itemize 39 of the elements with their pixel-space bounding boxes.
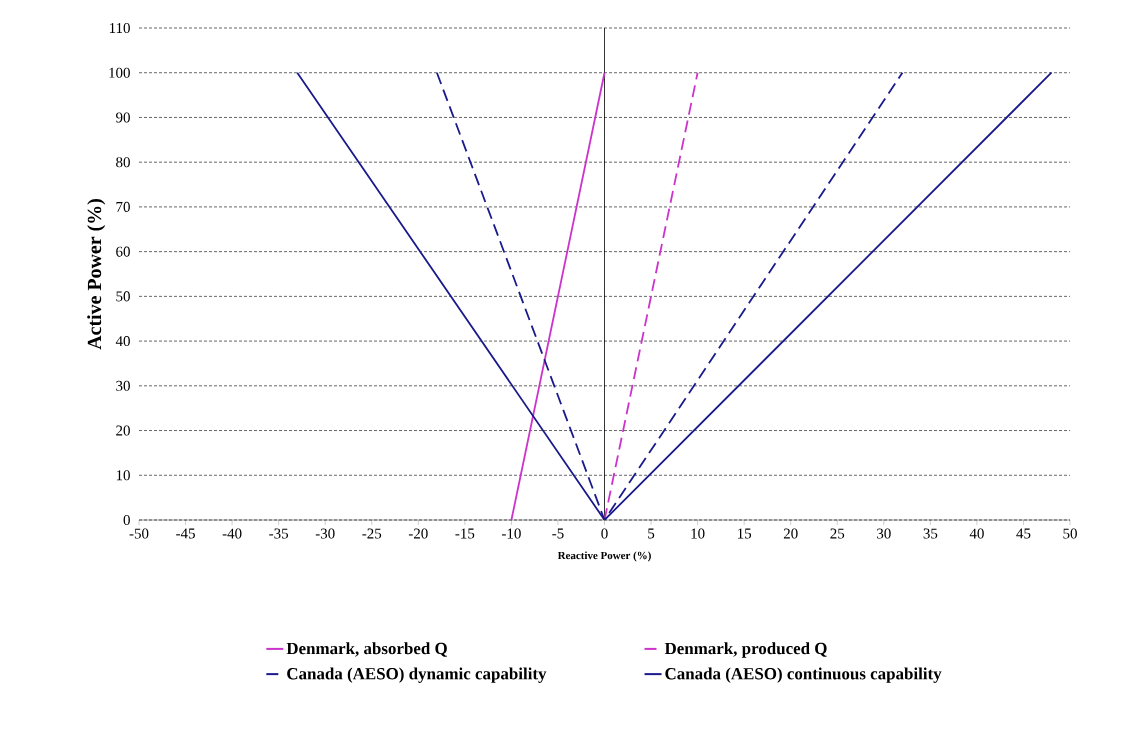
y-tick-label: 70 — [116, 201, 130, 212]
y-tick-label: 10 — [116, 470, 130, 481]
legend-label: Denmark, produced Q — [664, 642, 827, 658]
x-tick-label: -40 — [222, 528, 242, 539]
y-tick-label: 80 — [116, 157, 130, 168]
x-tick-label: -25 — [362, 528, 382, 539]
x-tick-label: -45 — [176, 528, 195, 539]
legend-label: Denmark, absorbed Q — [286, 642, 447, 657]
y-tick-label: 90 — [116, 112, 130, 123]
y-tick-label: 110 — [109, 22, 130, 34]
x-tick-label: -50 — [129, 528, 149, 539]
y-tick-label: 50 — [116, 291, 130, 302]
x-tick-label: 20 — [783, 528, 798, 539]
x-tick-label: -5 — [552, 528, 564, 539]
x-tick-label: -10 — [501, 528, 521, 539]
x-tick-label: 15 — [738, 528, 752, 539]
y-tick-label: 20 — [116, 425, 130, 436]
x-axis-title: Reactive Power (%) — [557, 551, 651, 562]
x-tick-label: -15 — [455, 528, 475, 539]
x-tick-label: -20 — [408, 528, 428, 539]
y-tick-label: 0 — [123, 514, 130, 526]
y-tick-label: 30 — [116, 380, 130, 391]
legend-label: Canada (AESO) dynamic capability — [287, 667, 547, 683]
x-tick-label: 5 — [648, 528, 655, 539]
x-tick-label: 40 — [969, 528, 984, 539]
x-tick-label: 30 — [877, 528, 891, 539]
y-tick-label: 100 — [109, 67, 130, 78]
y-axis-title: Active Power (%) — [87, 199, 106, 350]
x-tick-label: -35 — [269, 528, 289, 539]
y-tick-label: 40 — [115, 336, 130, 347]
y-tick-label: 60 — [116, 246, 130, 257]
x-tick-label: 10 — [691, 528, 705, 539]
x-tick-label: 35 — [923, 528, 938, 539]
x-tick-label: 45 — [1016, 528, 1031, 539]
x-tick-label: 0 — [601, 528, 608, 539]
x-tick-label: 25 — [830, 528, 845, 539]
x-tick-label: 50 — [1063, 528, 1077, 539]
legend-label: Canada (AESO) continuous capability — [665, 667, 942, 683]
x-tick-label: -30 — [315, 528, 335, 539]
